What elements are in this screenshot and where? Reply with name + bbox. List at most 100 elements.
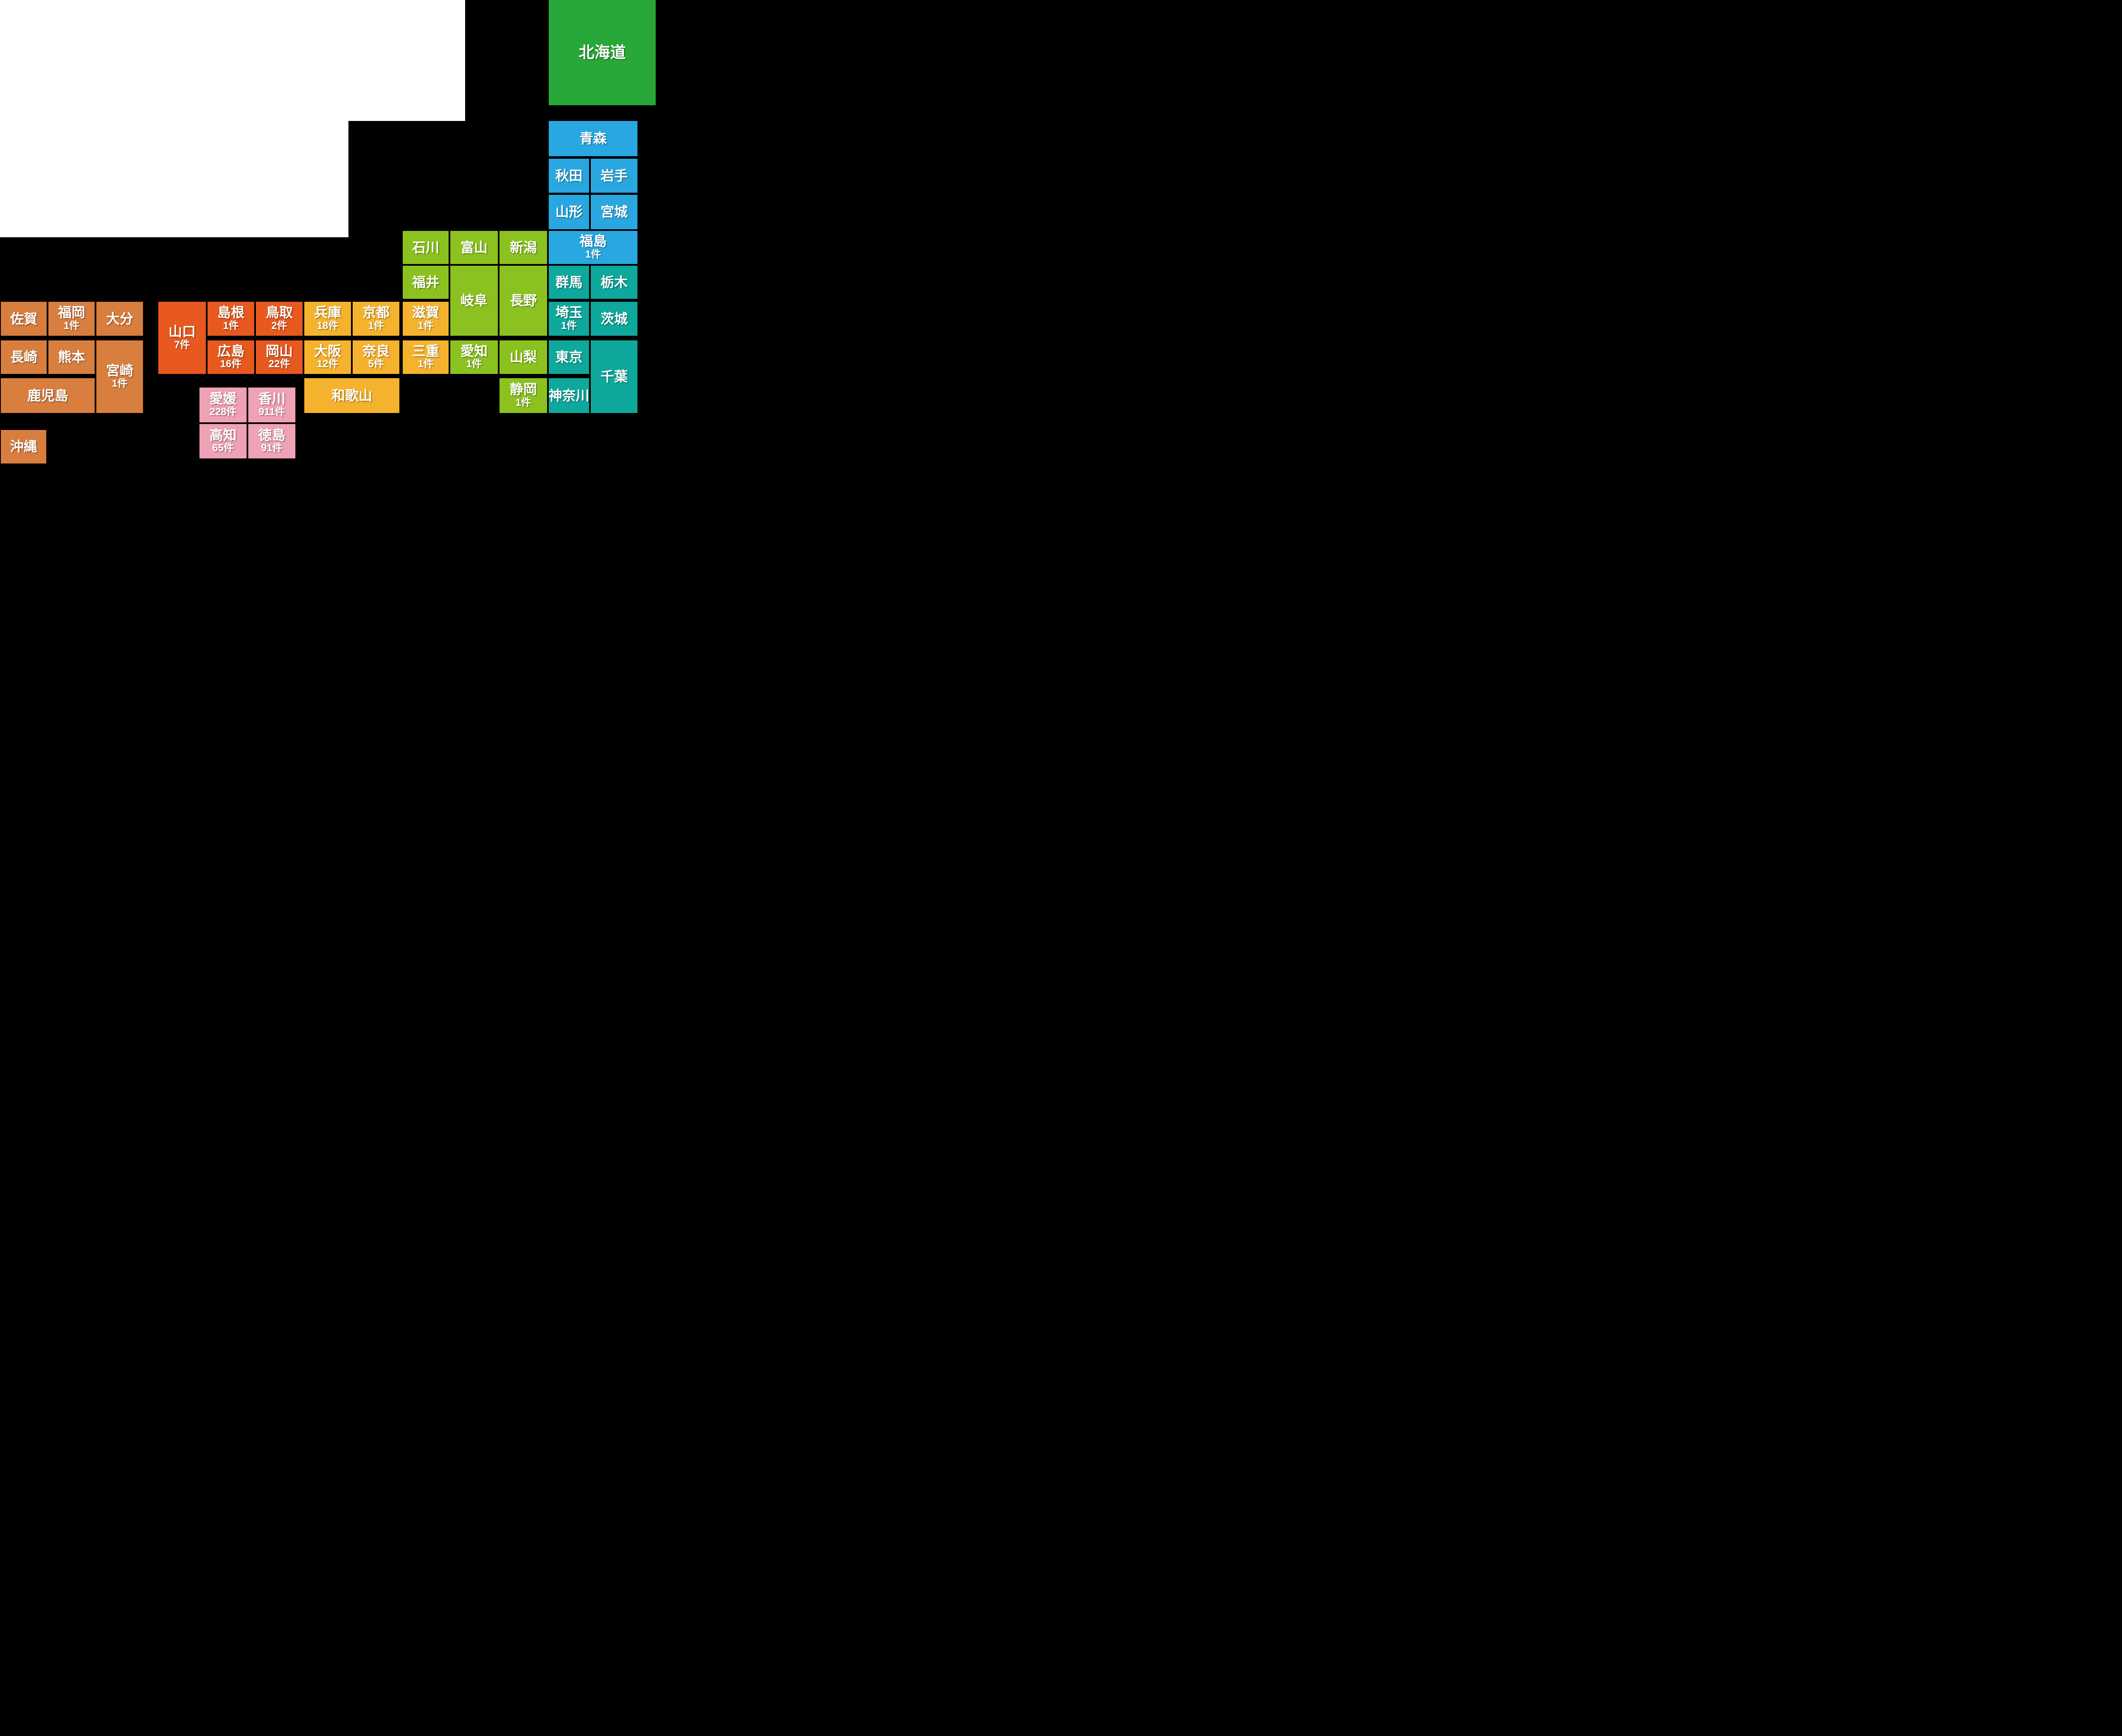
prefecture-tile[interactable]: 新潟: [500, 231, 547, 264]
prefecture-name: 徳島: [258, 427, 286, 443]
prefecture-tile[interactable]: 北海道: [549, 0, 656, 105]
prefecture-tile[interactable]: 佐賀: [1, 302, 47, 336]
prefecture-name: 千葉: [600, 369, 628, 385]
prefecture-tile[interactable]: 茨城: [591, 302, 637, 336]
prefecture-name: 富山: [460, 239, 488, 255]
prefecture-name: 長崎: [10, 349, 37, 365]
prefecture-count: 65件: [212, 442, 234, 454]
prefecture-name: 愛知: [460, 343, 488, 359]
prefecture-name: 沖縄: [10, 439, 37, 455]
prefecture-tile[interactable]: 秋田: [549, 159, 589, 193]
prefecture-name: 高知: [209, 427, 237, 443]
prefecture-name: 和歌山: [331, 388, 372, 403]
prefecture-count: 911件: [258, 406, 285, 418]
prefecture-count: 2件: [271, 320, 287, 331]
prefecture-count: 12件: [317, 358, 339, 370]
prefecture-tile[interactable]: 東京: [549, 340, 589, 374]
prefecture-tile[interactable]: 京都 1件: [353, 302, 399, 336]
prefecture-count: 1件: [223, 320, 239, 331]
prefecture-name: 東京: [555, 349, 583, 365]
prefecture-tile[interactable]: 福島 1件: [549, 231, 637, 264]
prefecture-tile[interactable]: 山梨: [500, 340, 547, 374]
prefecture-name: 北海道: [578, 44, 626, 62]
prefecture-tile[interactable]: 沖縄: [1, 430, 46, 463]
prefecture-name: 宮城: [600, 204, 628, 220]
prefecture-tile[interactable]: 奈良 5件: [353, 340, 399, 374]
prefecture-tile[interactable]: 埼玉 1件: [549, 302, 589, 336]
prefecture-name: 岩手: [600, 168, 628, 183]
prefecture-tile[interactable]: 岡山 22件: [256, 340, 303, 374]
prefecture-tile[interactable]: 和歌山: [304, 378, 399, 413]
prefecture-name: 長野: [509, 293, 537, 309]
prefecture-tile[interactable]: 広島 16件: [208, 340, 254, 374]
prefecture-name: 三重: [412, 343, 439, 359]
background-white-area-left: [0, 121, 348, 237]
background-white-area-top: [0, 0, 465, 121]
prefecture-tile[interactable]: 福岡 1件: [48, 302, 95, 336]
prefecture-tile[interactable]: 福井: [403, 266, 449, 299]
prefecture-tile[interactable]: 高知 65件: [199, 424, 247, 458]
prefecture-tile[interactable]: 山形: [549, 195, 589, 229]
prefecture-tile[interactable]: 熊本: [48, 340, 95, 374]
prefecture-count: 1件: [466, 358, 482, 370]
prefecture-name: 福島: [579, 233, 607, 249]
prefecture-name: 栃木: [600, 274, 628, 290]
prefecture-name: 京都: [362, 305, 390, 320]
prefecture-count: 1件: [515, 396, 531, 408]
prefecture-tile[interactable]: 栃木: [591, 266, 637, 299]
prefecture-tile[interactable]: 宮崎 1件: [96, 340, 143, 413]
prefecture-tile[interactable]: 兵庫 18件: [304, 302, 351, 336]
prefecture-tile[interactable]: 神奈川: [549, 378, 589, 413]
prefecture-count: 18件: [317, 320, 339, 331]
prefecture-tile[interactable]: 千葉: [591, 340, 637, 413]
prefecture-tile[interactable]: 鹿児島: [1, 378, 95, 413]
prefecture-tile[interactable]: 島根 1件: [208, 302, 254, 336]
prefecture-name: 広島: [217, 343, 244, 359]
prefecture-name: 群馬: [555, 274, 583, 290]
prefecture-tile[interactable]: 滋賀 1件: [403, 302, 449, 336]
prefecture-tile[interactable]: 香川 911件: [248, 388, 295, 422]
prefecture-tile[interactable]: 長崎: [1, 340, 47, 374]
prefecture-name: 新潟: [509, 239, 537, 255]
prefecture-tile[interactable]: 青森: [549, 121, 637, 156]
prefecture-count: 22件: [268, 358, 290, 370]
prefecture-tile[interactable]: 愛知 1件: [450, 340, 498, 374]
prefecture-tile[interactable]: 大分: [96, 302, 143, 336]
prefecture-count: 1件: [112, 378, 128, 390]
prefecture-tile[interactable]: 宮城: [591, 195, 637, 229]
prefecture-name: 佐賀: [10, 311, 37, 326]
prefecture-count: 1件: [63, 320, 80, 331]
prefecture-count: 1件: [585, 248, 601, 260]
prefecture-tile[interactable]: 石川: [403, 231, 449, 264]
prefecture-name: 大分: [106, 311, 133, 326]
prefecture-tile[interactable]: 山口 7件: [158, 302, 206, 374]
prefecture-tile[interactable]: 愛媛 228件: [199, 388, 247, 422]
prefecture-tile[interactable]: 群馬: [549, 266, 589, 299]
prefecture-name: 鹿児島: [27, 388, 68, 403]
prefecture-name: 兵庫: [314, 305, 341, 320]
prefecture-name: 秋田: [555, 168, 583, 183]
prefecture-name: 岐阜: [460, 293, 488, 309]
prefecture-tile[interactable]: 富山: [450, 231, 498, 264]
prefecture-name: 青森: [579, 131, 607, 146]
prefecture-name: 神奈川: [548, 388, 589, 403]
prefecture-name: 滋賀: [412, 305, 439, 320]
prefecture-name: 愛媛: [209, 391, 237, 407]
prefecture-tile[interactable]: 岩手: [591, 159, 637, 193]
prefecture-count: 1件: [418, 358, 434, 370]
prefecture-tile[interactable]: 三重 1件: [403, 340, 449, 374]
prefecture-name: 奈良: [362, 343, 390, 359]
prefecture-name: 香川: [258, 391, 286, 407]
prefecture-tile[interactable]: 鳥取 2件: [256, 302, 303, 336]
prefecture-count: 91件: [261, 442, 283, 454]
prefecture-name: 茨城: [600, 311, 628, 326]
prefecture-tile[interactable]: 静岡 1件: [500, 378, 547, 413]
prefecture-name: 福井: [412, 274, 439, 290]
prefecture-tile[interactable]: 長野: [500, 266, 547, 336]
prefecture-tile[interactable]: 大阪 12件: [304, 340, 351, 374]
prefecture-name: 山梨: [509, 349, 537, 365]
prefecture-count: 1件: [561, 320, 577, 331]
prefecture-tile[interactable]: 岐阜: [450, 266, 498, 336]
prefecture-tile[interactable]: 徳島 91件: [248, 424, 295, 458]
prefecture-name: 福岡: [58, 305, 85, 320]
